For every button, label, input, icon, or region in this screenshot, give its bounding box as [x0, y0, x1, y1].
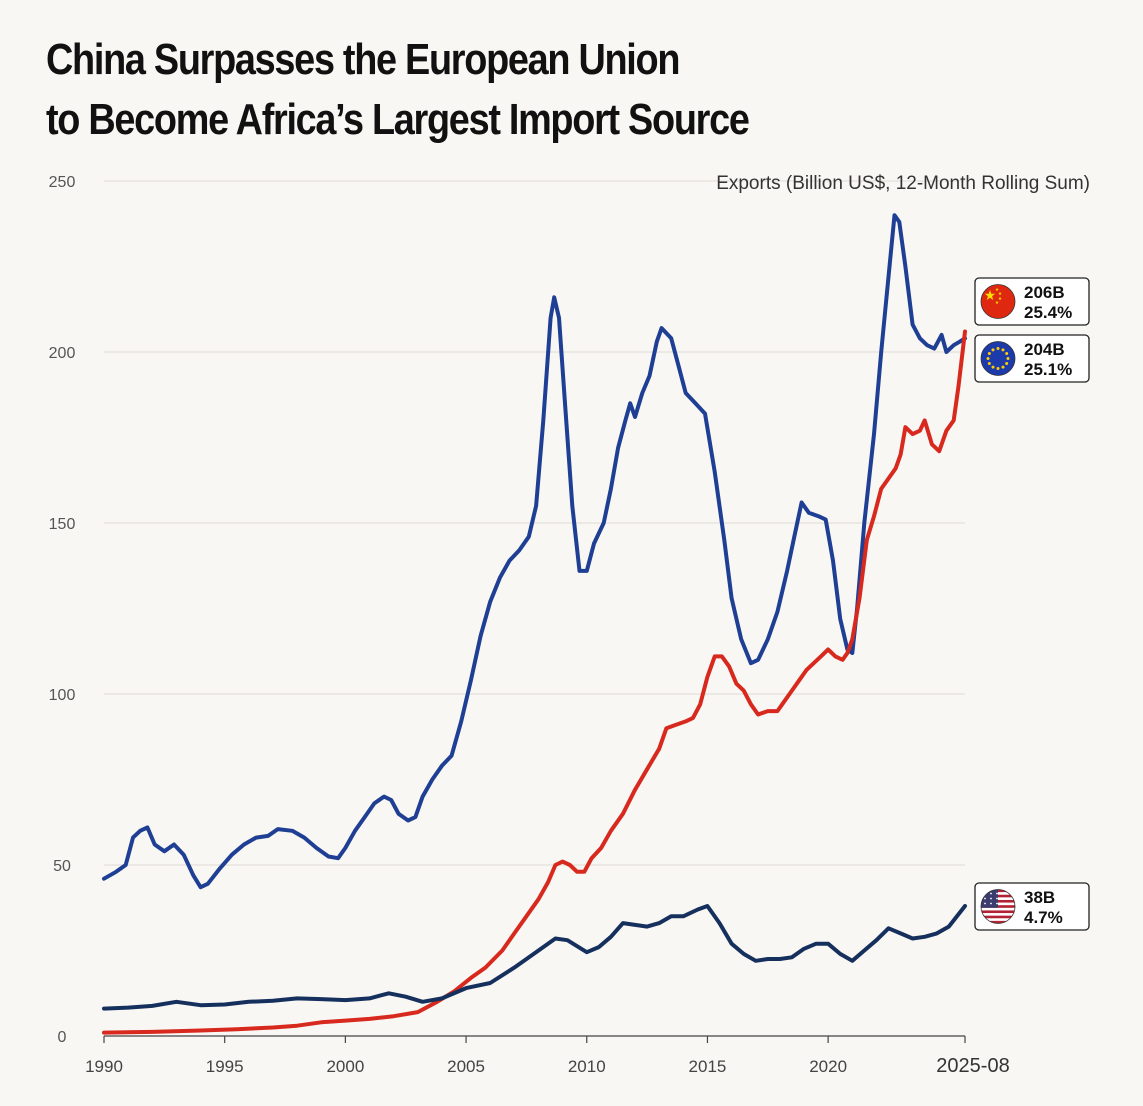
callout-share: 4.7% — [1024, 908, 1063, 927]
x-tick-label: 1995 — [206, 1057, 244, 1076]
chart-title-line-2: to Become Africa’s Largest Import Source — [46, 95, 750, 144]
callout-share: 25.4% — [1024, 303, 1072, 322]
x-tick-label: 2010 — [568, 1057, 606, 1076]
series-line-china — [102, 329, 967, 1035]
x-tick-label: 2020 — [809, 1057, 847, 1076]
y-axis-ticks: 0 50 100 150 200 250 — [49, 174, 76, 1046]
x-tick-label: 2015 — [689, 1057, 727, 1076]
y-tick-label: 100 — [49, 687, 76, 704]
y-tick-label: 50 — [53, 858, 71, 875]
x-tick-label: 2005 — [447, 1057, 485, 1076]
callout-value: 38B — [1024, 888, 1055, 907]
gridlines — [104, 180, 965, 866]
series-line-european-union — [102, 213, 967, 890]
y-tick-label: 250 — [49, 174, 76, 191]
y-tick-label: 0 — [58, 1029, 67, 1046]
x-tick-label: 1990 — [85, 1057, 123, 1076]
units-label: Exports (Billion US$, 12-Month Rolling S… — [716, 173, 1090, 194]
callout-value: 204B — [1024, 340, 1065, 359]
y-tick-label: 150 — [49, 516, 76, 533]
china-flag-icon — [981, 284, 1015, 319]
us-flag-icon — [981, 889, 1015, 924]
y-tick-label: 200 — [49, 345, 76, 362]
x-tick-label: 2000 — [326, 1057, 364, 1076]
callout-share: 25.1% — [1024, 360, 1072, 379]
series-line-united-states — [102, 904, 967, 1011]
series-layer — [102, 213, 967, 1035]
callout-value: 206B — [1024, 283, 1065, 302]
x-axis-ticks: 1990 1995 2000 2005 2010 2015 2020 2025-08 — [85, 1036, 1010, 1077]
eu-flag-icon — [981, 341, 1015, 376]
chart-title-line-1: China Surpasses the European Union — [46, 35, 680, 84]
x-tick-label: 2025-08 — [936, 1055, 1009, 1077]
chart-title: China Surpasses the European Union to Be… — [46, 30, 750, 150]
